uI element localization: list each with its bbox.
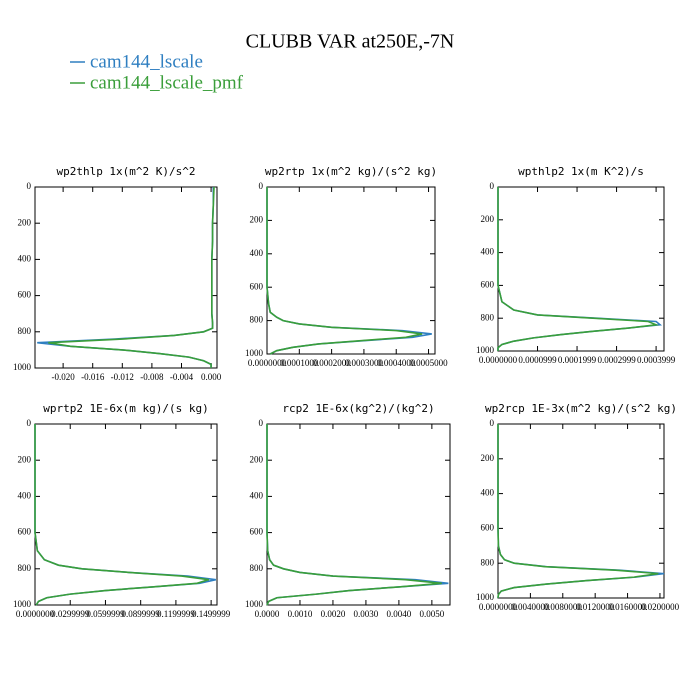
- x-tick-label: 0.0003999: [637, 355, 676, 365]
- panel-title: wprtp2 1E-6x(m kg)/(s kg): [43, 402, 209, 415]
- panel-title: wp2rcp 1E-3x(m^2 kg)/(s^2 kg): [485, 402, 677, 415]
- y-tick-label: 400: [18, 253, 32, 263]
- x-tick-label: 0.0299999: [51, 609, 90, 619]
- x-tick-label: 0.0010: [288, 609, 313, 619]
- x-tick-label: 0.0000: [255, 609, 280, 619]
- x-tick-label: 0.0080000: [544, 602, 583, 612]
- series-line: [34, 424, 210, 606]
- y-tick-label: 0: [27, 418, 32, 428]
- x-tick-label: 0.0003000: [345, 358, 384, 368]
- panel-title: wpthlp2 1x(m K^2)/s: [518, 165, 644, 178]
- x-tick-label: 0.0005000: [409, 358, 448, 368]
- y-tick-label: 800: [481, 557, 495, 567]
- x-tick-label: -0.016: [81, 372, 105, 382]
- x-tick-label: 0.0000000: [248, 358, 287, 368]
- y-tick-label: 400: [481, 488, 495, 498]
- y-tick-label: 400: [250, 490, 264, 500]
- legend-label: cam144_lscale: [90, 51, 203, 72]
- y-tick-label: 1000: [13, 362, 32, 372]
- x-tick-label: 0.0020: [321, 609, 346, 619]
- y-tick-label: 800: [250, 315, 264, 325]
- x-tick-label: -0.020: [51, 372, 75, 382]
- x-tick-label: 0.000: [201, 372, 222, 382]
- y-tick-label: 600: [250, 527, 264, 537]
- y-tick-label: 200: [481, 214, 495, 224]
- y-tick-label: 800: [250, 563, 264, 573]
- x-tick-label: -0.004: [170, 372, 194, 382]
- x-tick-label: -0.008: [140, 372, 164, 382]
- y-tick-label: 800: [18, 563, 32, 573]
- y-tick-label: 1000: [245, 599, 264, 609]
- panel-title: wp2thlp 1x(m^2 K)/s^2: [56, 165, 195, 178]
- panel: rcp2 1E-6x(kg^2)/(kg^2) 0 200 400 600 800 1000…: [245, 402, 451, 619]
- y-tick-label: 200: [250, 214, 264, 224]
- panel-title: rcp2 1E-6x(kg^2)/(kg^2): [282, 402, 434, 415]
- x-tick-label: 0.0000000: [479, 355, 518, 365]
- y-tick-label: 0: [27, 181, 32, 191]
- y-tick-label: 1000: [476, 345, 495, 355]
- x-tick-label: 0.0000999: [518, 355, 557, 365]
- panel: wprtp2 1E-6x(m kg)/(s kg) 0 200 400 600 800 10…: [13, 402, 231, 619]
- y-tick-label: 600: [18, 527, 32, 537]
- panel: wp2rtp 1x(m^2 kg)/(s^2 kg)0 200 400 600 800 1…: [245, 165, 448, 368]
- panel: wp2rcp 1E-3x(m^2 kg)/(s^2 kg) 0 200 400 600 8…: [476, 402, 680, 612]
- panel: wp2thlp 1x(m^2 K)/s^2 0 200 400 600 800 1000 -0…: [13, 165, 222, 382]
- x-tick-label: 0.1499999: [192, 609, 231, 619]
- y-tick-label: 200: [18, 454, 32, 464]
- series-line: [497, 187, 660, 351]
- y-tick-label: 0: [490, 418, 495, 428]
- figure-title: CLUBB VAR at250E,-7N: [246, 31, 455, 53]
- legend: cam144_lscale cam144_lscale_pmf: [70, 51, 244, 93]
- x-tick-label: 0.0002000: [312, 358, 351, 368]
- y-tick-label: 200: [250, 454, 264, 464]
- y-tick-label: 0: [259, 418, 264, 428]
- plot-frame: [34, 186, 218, 369]
- legend-label: cam144_lscale_pmf: [90, 72, 244, 93]
- x-tick-label: 0.0000000: [479, 602, 518, 612]
- series-line: [497, 424, 659, 599]
- x-tick-label: -0.012: [111, 372, 134, 382]
- y-tick-label: 1000: [13, 599, 32, 609]
- y-tick-label: 200: [18, 217, 32, 227]
- series-line: [37, 187, 215, 368]
- x-tick-label: 0.0004000: [377, 358, 416, 368]
- panel-title: wp2rtp 1x(m^2 kg)/(s^2 kg): [265, 165, 437, 178]
- x-tick-label: 0.1199999: [157, 609, 195, 619]
- y-tick-label: 0: [259, 181, 264, 191]
- y-tick-label: 600: [481, 522, 495, 532]
- y-tick-label: 800: [481, 312, 495, 322]
- x-tick-label: 0.0001999: [558, 355, 597, 365]
- series-line: [266, 187, 423, 355]
- series-line: [48, 186, 215, 368]
- y-tick-label: 400: [18, 490, 32, 500]
- x-tick-label: 0.0120000: [576, 602, 615, 612]
- y-tick-label: 600: [481, 279, 495, 289]
- y-tick-label: 1000: [245, 348, 264, 358]
- x-tick-label: 0.0050: [419, 609, 444, 619]
- x-tick-label: 0.0599999: [86, 609, 125, 619]
- y-tick-label: 400: [481, 247, 495, 257]
- x-tick-label: 0.0200000: [641, 602, 680, 612]
- x-tick-label: 0.0040000: [511, 602, 550, 612]
- series-line: [34, 424, 217, 606]
- x-tick-label: 0.0899999: [122, 609, 161, 619]
- x-tick-label: 0.0160000: [608, 602, 647, 612]
- y-tick-label: 0: [490, 181, 495, 191]
- y-tick-label: 800: [18, 326, 32, 336]
- y-tick-label: 600: [250, 281, 264, 291]
- y-tick-label: 400: [250, 248, 264, 258]
- x-tick-label: 0.0040: [387, 609, 412, 619]
- x-tick-label: 0.0001000: [280, 358, 319, 368]
- y-tick-label: 200: [481, 453, 495, 463]
- y-tick-label: 1000: [476, 592, 495, 602]
- panel: wpthlp2 1x(m K^2)/s020040060080010000.00…: [476, 165, 676, 365]
- series-line: [266, 424, 442, 606]
- x-tick-label: 0.0000000: [16, 609, 55, 619]
- x-tick-label: 0.0002999: [597, 355, 636, 365]
- y-tick-label: 600: [18, 290, 32, 300]
- x-tick-label: 0.0030: [354, 609, 379, 619]
